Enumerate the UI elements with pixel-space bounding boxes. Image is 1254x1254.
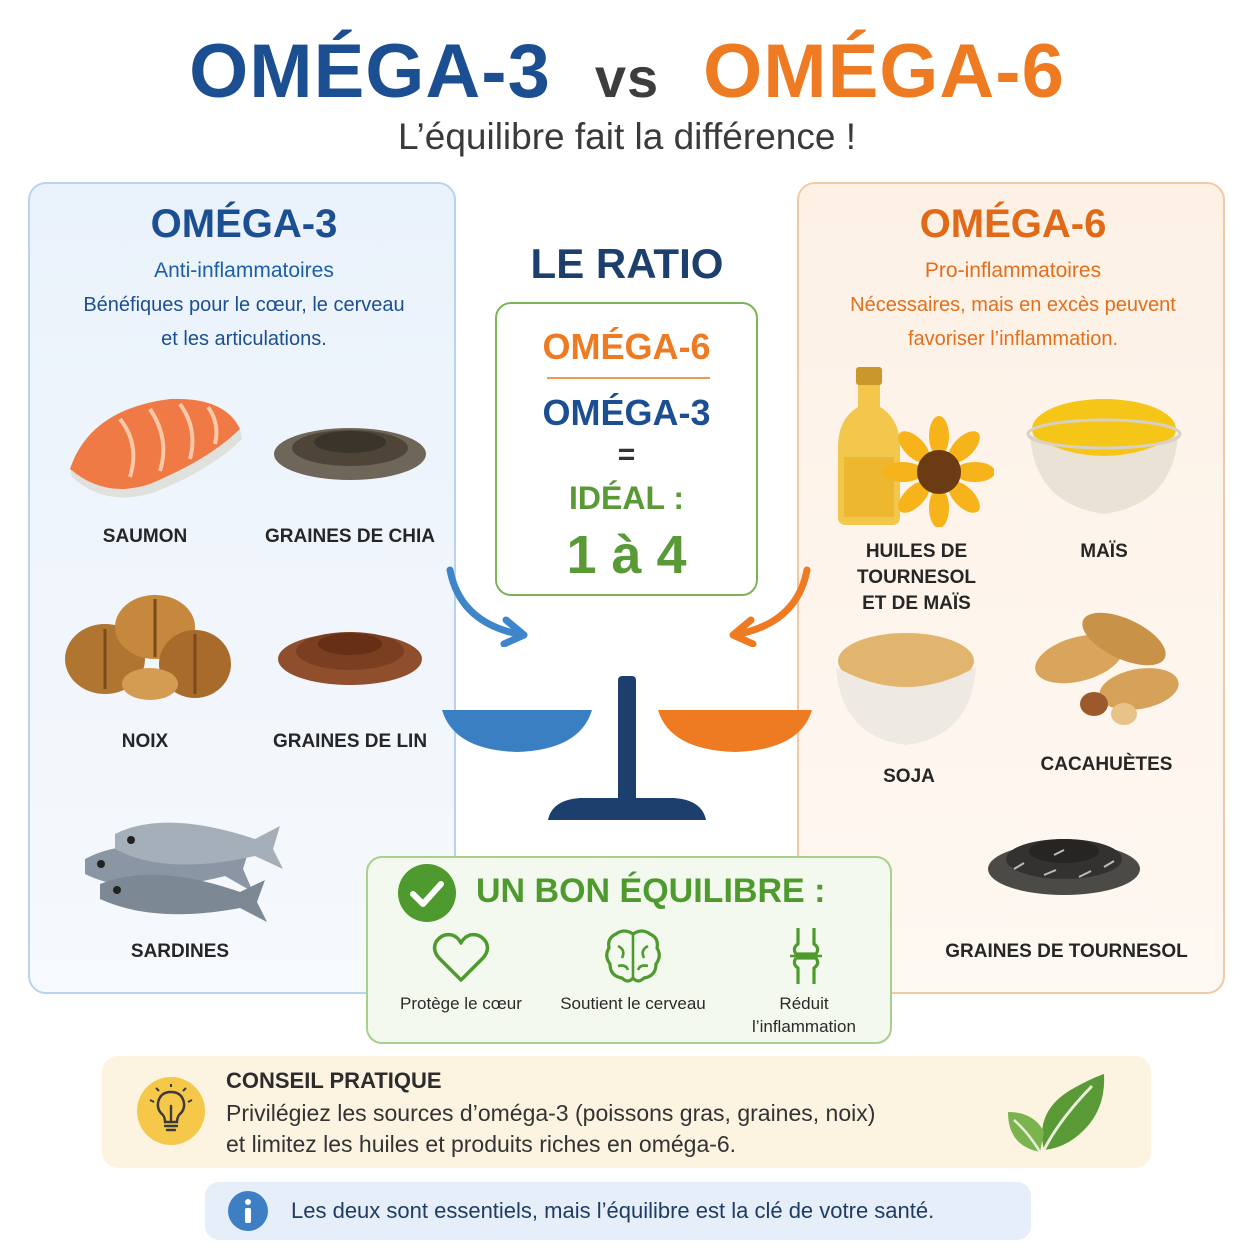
food-label-oils-line2: ET DE MAÏS	[862, 593, 971, 614]
brain-icon	[605, 929, 661, 983]
ratio-equals: =	[617, 438, 636, 471]
title-omega6: OMÉGA-6	[703, 29, 1065, 114]
info-box: Les deux sont essentiels, mais l’équilib…	[205, 1182, 1031, 1240]
title-omega3: OMÉGA-3	[189, 29, 551, 114]
food-label-oils-line1: HUILES DE TOURNESOL	[857, 541, 976, 588]
food-label-soy: SOJA	[883, 766, 935, 787]
omega6-tagline: Pro-inflammatoires	[924, 259, 1102, 282]
ratio-box: OMÉGA-6 OMÉGA-3 = IDÉAL : 1 à 4	[495, 302, 758, 596]
ratio-ideal-value: 1 à 4	[566, 525, 687, 585]
joint-icon	[790, 928, 822, 984]
benefit-inflammation: Réduit l’inflammation	[724, 992, 884, 1038]
check-circle-icon	[398, 864, 456, 922]
omega6-description-line2: favoriser l’inflammation.	[907, 328, 1119, 350]
info-icon	[228, 1191, 268, 1231]
benefit-inflammation-line2: l’inflammation	[752, 1017, 856, 1036]
benefit-brain: Soutient le cerveau	[560, 994, 706, 1013]
food-label-corn: MAÏS	[1080, 541, 1128, 562]
orange-arrow-icon	[729, 566, 811, 647]
omega6-heading: OMÉGA-6	[919, 202, 1107, 246]
heart-icon	[432, 932, 490, 982]
benefit-heart: Protège le cœur	[400, 994, 522, 1013]
omega3-heading: OMÉGA-3	[150, 202, 338, 246]
title-vs: vs	[594, 46, 660, 109]
blue-arrow-icon	[446, 566, 528, 647]
food-label-sardines: SARDINES	[130, 941, 230, 962]
tip-title: CONSEIL PRATIQUE	[226, 1068, 442, 1093]
soy-bowl-icon	[836, 633, 976, 745]
tip-text-line1: Privilégiez les sources d’oméga-3 (poiss…	[226, 1100, 876, 1126]
balance-scale-icon	[442, 676, 812, 820]
food-label-peanuts: CACAHUÈTES	[1040, 754, 1173, 775]
peanuts-icon	[1035, 612, 1179, 725]
ratio-numerator: OMÉGA-6	[542, 326, 711, 367]
benefit-inflammation-line1: Réduit	[779, 994, 829, 1013]
omega3-tagline: Anti-inflammatoires	[154, 259, 334, 282]
corn-bowl-icon	[1026, 399, 1182, 514]
chia-seeds-icon	[274, 428, 426, 480]
page-title: OMÉGA-3 vs OMÉGA-6	[0, 28, 1254, 115]
food-label-flax: GRAINES DE LIN	[272, 731, 428, 752]
food-label-sunflower-seeds: GRAINES DE TOURNESOL	[945, 941, 1188, 962]
sunflower-seeds-icon	[988, 839, 1140, 895]
food-label-chia: GRAINES DE CHIA	[265, 526, 435, 547]
food-label-salmon: SAUMON	[102, 526, 188, 547]
ratio-ideal-label: IDÉAL :	[569, 480, 684, 516]
food-label-walnuts: NOIX	[121, 731, 169, 752]
omega3-description-line1: Bénéfiques pour le cœur, le cerveau	[83, 294, 405, 316]
omega3-panel: OMÉGA-3 Anti-inflammatoires Bénéfiques p…	[28, 182, 456, 994]
tip-text: Privilégiez les sources d’oméga-3 (poiss…	[226, 1098, 986, 1160]
balance-title: UN BON ÉQUILIBRE :	[476, 872, 826, 910]
omega3-description-line2: et les articulations.	[161, 328, 327, 350]
food-label-oils: HUILES DE TOURNESOL ET DE MAÏS	[809, 539, 1024, 617]
ratio-title: LE RATIO	[530, 240, 724, 287]
walnuts-icon	[65, 595, 231, 700]
lightbulb-icon	[137, 1077, 205, 1145]
ratio-fraction-line	[547, 377, 710, 379]
tip-text-line2: et limitez les huiles et produits riches…	[226, 1131, 737, 1157]
ratio-denominator: OMÉGA-3	[542, 392, 711, 433]
sunflower-oil-icon	[838, 367, 994, 527]
info-text: Les deux sont essentiels, mais l’équilib…	[291, 1198, 935, 1223]
leaves-icon	[1008, 1074, 1105, 1153]
page-subtitle: L’équilibre fait la différence !	[397, 116, 856, 157]
sardines-icon	[85, 822, 283, 922]
salmon-icon	[70, 398, 242, 498]
tip-box: CONSEIL PRATIQUE Privilégiez les sources…	[102, 1056, 1151, 1168]
omega6-description: Nécessaires, mais en excès peuvent favor…	[819, 288, 1207, 356]
balance-box: UN BON ÉQUILIBRE : Protège le cœur Souti…	[366, 856, 892, 1044]
omega3-description: Bénéfiques pour le cœur, le cerveau et l…	[50, 288, 438, 356]
flax-seeds-icon	[278, 632, 422, 685]
omega6-description-line1: Nécessaires, mais en excès peuvent	[850, 294, 1176, 316]
